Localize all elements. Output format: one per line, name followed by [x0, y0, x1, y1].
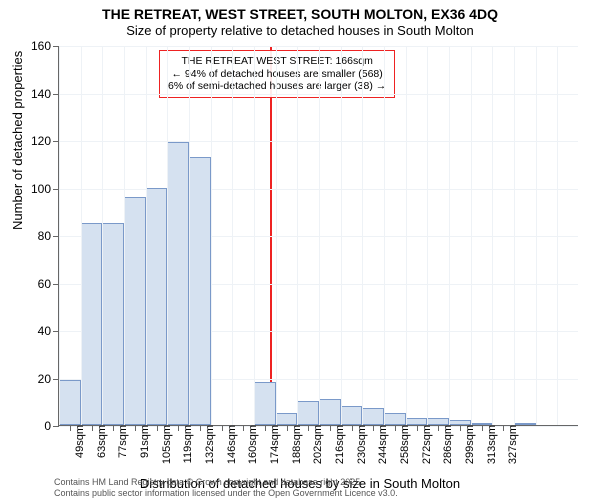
histogram-bar [59, 380, 81, 425]
gridline-vertical [254, 46, 255, 425]
histogram-bar [384, 413, 406, 425]
gridline-vertical [514, 46, 515, 425]
gridline-vertical [319, 46, 320, 425]
gridline-vertical [362, 46, 363, 425]
x-tick-label: 216sqm [326, 425, 346, 464]
x-tick-label: 119sqm [174, 425, 194, 463]
x-tick-label: 272sqm [413, 425, 433, 464]
gridline-vertical [471, 46, 472, 425]
gridline-vertical [232, 46, 233, 425]
y-tick-label: 80 [38, 229, 59, 243]
footer-line1: Contains HM Land Registry data © Crown c… [54, 477, 398, 487]
x-tick-label: 327sqm [499, 425, 519, 464]
x-tick-label: 202sqm [304, 425, 324, 464]
gridline-vertical [492, 46, 493, 425]
x-tick-label: 244sqm [369, 425, 389, 464]
gridline-vertical [557, 46, 558, 425]
gridline-vertical [536, 46, 537, 425]
gridline-vertical [427, 46, 428, 425]
gridline-vertical [59, 46, 60, 425]
gridline-vertical [276, 46, 277, 425]
histogram-bar [167, 142, 189, 425]
x-tick-label: 49sqm [66, 425, 86, 458]
gridline-vertical [297, 46, 298, 425]
x-tick-label: 91sqm [131, 425, 151, 458]
info-box-line1: THE RETREAT WEST STREET: 166sqm [168, 55, 386, 68]
x-tick-label: 160sqm [239, 425, 259, 464]
chart-title-sub: Size of property relative to detached ho… [0, 23, 600, 38]
x-tick-label: 77sqm [109, 425, 129, 458]
gridline-vertical [449, 46, 450, 425]
gridline-vertical [384, 46, 385, 425]
histogram-bar [102, 223, 124, 425]
histogram-bar [146, 188, 168, 426]
gridline-vertical [81, 46, 82, 425]
gridline-vertical [189, 46, 190, 425]
x-tick-label: 286sqm [434, 425, 454, 464]
y-tick-label: 140 [31, 87, 59, 101]
x-tick-label: 63sqm [88, 425, 108, 458]
y-tick-label: 0 [44, 419, 59, 433]
histogram-bar [81, 223, 103, 425]
histogram-bar [319, 399, 341, 425]
gridline-vertical [341, 46, 342, 425]
histogram-bar [406, 418, 428, 425]
footer-attribution: Contains HM Land Registry data © Crown c… [54, 477, 398, 498]
y-tick-label: 160 [31, 39, 59, 53]
gridline-vertical [102, 46, 103, 425]
histogram-bar [297, 401, 319, 425]
chart-title-block: THE RETREAT, WEST STREET, SOUTH MOLTON, … [0, 0, 600, 38]
x-tick-label: 313sqm [478, 425, 498, 464]
x-tick-label: 230sqm [348, 425, 368, 464]
y-tick-label: 100 [31, 182, 59, 196]
histogram-bar [254, 382, 276, 425]
info-box-line2: ← 94% of detached houses are smaller (56… [168, 68, 386, 81]
chart-title-main: THE RETREAT, WEST STREET, SOUTH MOLTON, … [0, 6, 600, 22]
histogram-bar [124, 197, 146, 425]
histogram-bar [427, 418, 449, 425]
info-box-line3: 6% of semi-detached houses are larger (3… [168, 80, 386, 93]
histogram-bar [276, 413, 298, 425]
gridline-vertical [167, 46, 168, 425]
y-tick-label: 20 [38, 372, 59, 386]
gridline-vertical [211, 46, 212, 425]
histogram-bar [189, 157, 211, 425]
x-tick-label: 132sqm [196, 425, 216, 464]
x-tick-label: 188sqm [283, 425, 303, 464]
histogram-bar [362, 408, 384, 425]
x-tick-label: 105sqm [153, 425, 173, 464]
y-tick-label: 40 [38, 324, 59, 338]
x-tick-label: 258sqm [391, 425, 411, 464]
footer-line2: Contains public sector information licen… [54, 488, 398, 498]
y-axis-label: Number of detached properties [10, 51, 25, 230]
x-tick-label: 299sqm [456, 425, 476, 464]
gridline-vertical [124, 46, 125, 425]
gridline-vertical [146, 46, 147, 425]
info-box: THE RETREAT WEST STREET: 166sqm ← 94% of… [159, 50, 395, 98]
histogram-bar [341, 406, 363, 425]
y-tick-label: 120 [31, 134, 59, 148]
x-tick-label: 146sqm [218, 425, 238, 464]
gridline-vertical [406, 46, 407, 425]
x-tick-label: 174sqm [261, 425, 281, 464]
y-tick-label: 60 [38, 277, 59, 291]
chart-plot-area: THE RETREAT WEST STREET: 166sqm ← 94% of… [58, 46, 578, 426]
